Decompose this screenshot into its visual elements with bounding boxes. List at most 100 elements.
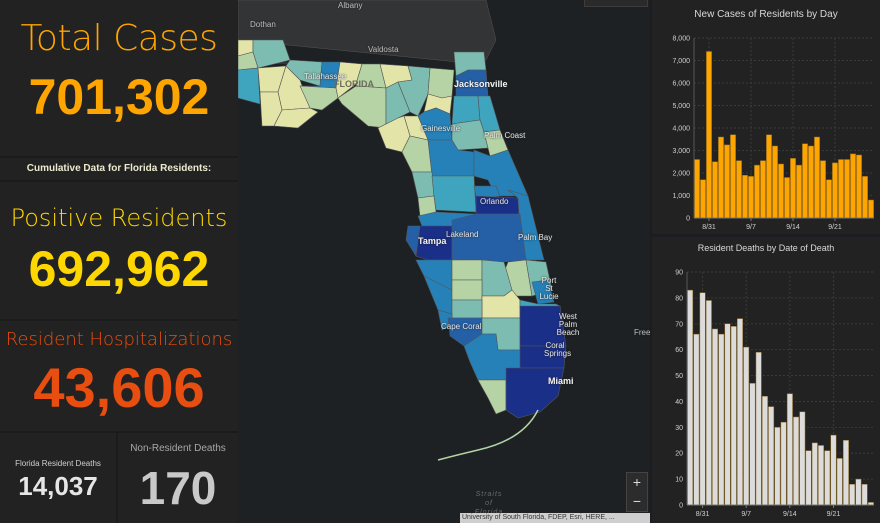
deaths-xtick-label: 9/7 <box>741 511 751 518</box>
deaths-bar[interactable] <box>718 333 725 506</box>
deaths-bar[interactable] <box>780 421 787 506</box>
new-cases-chart[interactable]: 0 1,000 2,000 3,000 4,000 5,000 6,000 7,000 8,00… <box>652 0 880 234</box>
cases-bar[interactable] <box>784 177 790 219</box>
deaths-bar[interactable] <box>861 484 868 506</box>
deaths-bar[interactable] <box>768 406 775 506</box>
deaths-bar[interactable] <box>687 289 694 506</box>
cases-bar[interactable] <box>718 136 724 219</box>
cases-bar[interactable] <box>694 159 700 219</box>
deaths-bar[interactable] <box>712 328 719 506</box>
deaths-bar[interactable] <box>749 383 756 506</box>
florida-county-map[interactable]: Albany Dothan Valdosta Tallahassee FLORI… <box>238 0 650 523</box>
cases-bar[interactable] <box>778 163 784 219</box>
label-freeport: Freepo <box>634 328 650 337</box>
cases-bar[interactable] <box>850 153 856 219</box>
cases-bar[interactable] <box>868 199 874 219</box>
cases-xtick-label: 9/7 <box>746 224 756 231</box>
cases-ytick-label: 2,000 <box>672 171 690 178</box>
zoom-out-button[interactable]: − <box>632 493 642 509</box>
deaths-bar[interactable] <box>811 442 818 506</box>
new-cases-chart-title: New Cases of Residents by Day <box>694 9 838 20</box>
deaths-bar[interactable] <box>774 427 781 506</box>
cases-bar[interactable] <box>772 145 778 219</box>
cases-bar[interactable] <box>724 144 730 219</box>
deaths-bar[interactable] <box>737 318 743 506</box>
map-canvas[interactable] <box>238 0 650 523</box>
county <box>451 259 483 281</box>
deaths-ytick-label: 10 <box>675 477 683 484</box>
county-monroe-mainland <box>477 379 507 415</box>
cases-bar[interactable] <box>808 145 814 219</box>
deaths-bar[interactable] <box>830 434 837 506</box>
resident-deaths-chart[interactable]: 0 10 20 30 40 50 60 70 80 90 8/31 9/7 9/14 9/21 <box>652 237 880 523</box>
cases-bar[interactable] <box>814 136 820 219</box>
deaths-bar[interactable] <box>842 440 849 506</box>
positive-residents-card[interactable]: Positive Residents 692,962 <box>0 182 238 319</box>
cases-bar[interactable] <box>742 175 748 219</box>
deaths-bar[interactable] <box>855 478 862 506</box>
deaths-bar[interactable] <box>793 416 800 506</box>
cases-ytick-label: 8,000 <box>672 36 690 43</box>
cases-bar[interactable] <box>736 160 742 219</box>
deaths-bar[interactable] <box>786 393 793 506</box>
deaths-bar[interactable] <box>699 292 706 506</box>
deaths-bar[interactable] <box>693 333 700 506</box>
cases-bar[interactable] <box>700 179 706 219</box>
zoom-in-button[interactable]: + <box>632 474 642 490</box>
cases-bar[interactable] <box>730 134 736 219</box>
deaths-bar[interactable] <box>824 450 831 506</box>
cases-xtick-label: 9/14 <box>786 224 800 231</box>
deaths-bar[interactable] <box>730 326 737 506</box>
cases-ytick-label: 6,000 <box>672 81 690 88</box>
cases-bar[interactable] <box>790 158 796 219</box>
deaths-bar[interactable] <box>743 346 750 506</box>
deaths-ytick-label: 60 <box>675 347 683 354</box>
deaths-bar[interactable] <box>724 323 731 506</box>
cases-bar[interactable] <box>706 51 712 219</box>
cases-bar[interactable] <box>832 162 838 219</box>
cases-bar[interactable] <box>820 160 826 219</box>
cases-bar[interactable] <box>856 154 862 219</box>
county <box>451 299 483 319</box>
florida-resident-deaths-card[interactable]: Florida Resident Deaths 14,037 <box>0 433 116 523</box>
deaths-bar[interactable] <box>818 445 824 506</box>
label-valdosta: Valdosta <box>368 45 399 54</box>
cases-bar[interactable] <box>844 159 850 219</box>
deaths-bar[interactable] <box>849 484 856 506</box>
map-attribution[interactable]: University of South Florida, FDEP, Esri,… <box>460 513 650 523</box>
map-zoom-control[interactable]: + − <box>626 472 648 512</box>
deaths-bar[interactable] <box>705 300 712 506</box>
cases-ytick-label: 1,000 <box>672 193 690 200</box>
cases-ytick-label: 3,000 <box>672 148 690 155</box>
cases-bar[interactable] <box>766 134 772 219</box>
deaths-bar[interactable] <box>836 458 843 506</box>
cases-bar[interactable] <box>712 161 718 219</box>
map-toolbar[interactable] <box>584 0 648 7</box>
label-jacksonville: Jacksonville <box>454 79 508 89</box>
county <box>411 171 435 199</box>
cases-bar[interactable] <box>838 159 844 219</box>
cases-xtick-label: 9/21 <box>828 224 842 231</box>
total-cases-card[interactable]: Total Cases 701,302 <box>0 0 238 156</box>
label-palm-bay: Palm Bay <box>518 233 553 242</box>
deaths-bar[interactable] <box>755 352 762 506</box>
cases-bar[interactable] <box>748 176 754 219</box>
deaths-bar[interactable] <box>805 450 812 506</box>
deaths-xtick-label: 9/21 <box>827 511 841 518</box>
hospitalizations-card[interactable]: Resident Hospitalizations 43,606 <box>0 321 238 431</box>
county <box>427 67 455 99</box>
non-resident-deaths-card[interactable]: Non-Resident Deaths 170 <box>118 433 238 523</box>
label-tampa: Tampa <box>418 236 447 246</box>
hospitalizations-label: Resident Hospitalizations <box>5 329 233 350</box>
deaths-ytick-label: 90 <box>675 270 683 277</box>
label-palm-coast: Palm Coast <box>484 131 526 140</box>
deaths-bar[interactable] <box>799 411 806 506</box>
cases-bar[interactable] <box>826 179 832 219</box>
resident-deaths-chart-panel: Resident Deaths by Date of Death 0 10 20 30… <box>652 237 880 523</box>
cases-bar[interactable] <box>796 164 802 219</box>
cases-bar[interactable] <box>862 176 868 219</box>
cases-bar[interactable] <box>760 160 766 219</box>
cases-bar[interactable] <box>754 164 760 219</box>
deaths-bar[interactable] <box>761 396 768 506</box>
cases-bar[interactable] <box>802 143 808 219</box>
